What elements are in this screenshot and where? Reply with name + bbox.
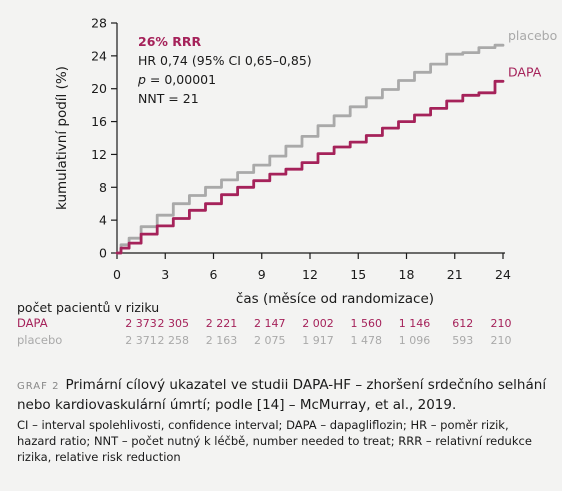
risk-row-label: DAPA: [17, 316, 48, 330]
x-tick-label: 12: [302, 267, 318, 282]
x-tick-label: 0: [113, 267, 121, 282]
risk-value: 2 258: [158, 334, 190, 347]
series-line-dapa: [115, 79, 505, 255]
risk-value: 612: [452, 317, 473, 330]
risk-value: 2 373: [125, 317, 157, 330]
series-label-placebo: placebo: [508, 28, 557, 43]
risk-table: počet pacientů v riziku DAPA 2 373 2 305 2 …: [17, 300, 512, 347]
stat-nnt: NNT = 21: [138, 91, 199, 106]
stat-p: p = 0,00001: [137, 72, 216, 87]
risk-row-label: placebo: [17, 333, 62, 347]
axes: 0 4 8 12 16 20 24 28 0 3 6 9 12 15 18 21 24: [91, 16, 511, 283]
risk-value: 210: [491, 317, 512, 330]
x-axis-label: čas (měsíce od randomizace): [236, 291, 434, 307]
y-axis-label: kumulativní podíl (%): [54, 66, 70, 210]
y-tick-label: 12: [91, 147, 107, 162]
caption-tag: GRAF 2: [17, 381, 60, 392]
stat-rrr: 26% RRR: [138, 34, 202, 49]
x-tick-label: 9: [258, 267, 266, 282]
risk-value: 2 147: [254, 317, 286, 330]
risk-value: 593: [452, 334, 473, 347]
y-tick-label: 20: [91, 81, 107, 96]
x-tick-label: 6: [210, 267, 218, 282]
caption-text: Primární cílový ukazatel ve studii DAPA-…: [17, 377, 547, 413]
stat-hr: HR 0,74 (95% CI 0,65–0,85): [138, 53, 312, 68]
x-tick-label: 3: [161, 267, 169, 282]
figure-caption: GRAF 2 Primární cílový ukazatel ve studii…: [17, 376, 547, 415]
stat-p-value: = 0,00001: [146, 72, 216, 87]
risk-value: 1 560: [351, 317, 383, 330]
risk-value: 2 305: [158, 317, 190, 330]
stats-box: 26% RRR HR 0,74 (95% CI 0,65–0,85) p = 0…: [137, 34, 312, 106]
risk-value: 1 917: [302, 334, 334, 347]
risk-table-title: počet pacientů v riziku: [17, 300, 159, 315]
y-tick-label: 0: [99, 246, 107, 261]
risk-value: 1 478: [351, 334, 383, 347]
y-tick-label: 16: [91, 114, 107, 129]
y-tick-label: 8: [99, 180, 107, 195]
risk-value: 2 221: [206, 317, 238, 330]
series-lines: placebo DAPA: [115, 28, 557, 255]
y-tick-label: 24: [91, 48, 107, 63]
footnote: CI – interval spolehlivosti, confidence …: [17, 418, 532, 464]
risk-value: 210: [491, 334, 512, 347]
y-tick-label: 28: [91, 16, 107, 31]
series-line-placebo: [115, 43, 505, 255]
risk-value: 2 371: [125, 334, 157, 347]
risk-value: 1 096: [399, 334, 431, 347]
x-tick-label: 15: [350, 267, 366, 282]
risk-value: 2 002: [302, 317, 334, 330]
x-tick-label: 24: [495, 267, 511, 282]
risk-value: 2 075: [254, 334, 286, 347]
risk-value: 2 163: [206, 334, 238, 347]
series-label-dapa: DAPA: [508, 64, 542, 79]
y-tick-label: 4: [99, 213, 107, 228]
risk-value: 1 146: [399, 317, 431, 330]
x-tick-label: 18: [399, 267, 415, 282]
stat-p-label: p: [137, 72, 146, 87]
x-tick-label: 21: [447, 267, 463, 282]
